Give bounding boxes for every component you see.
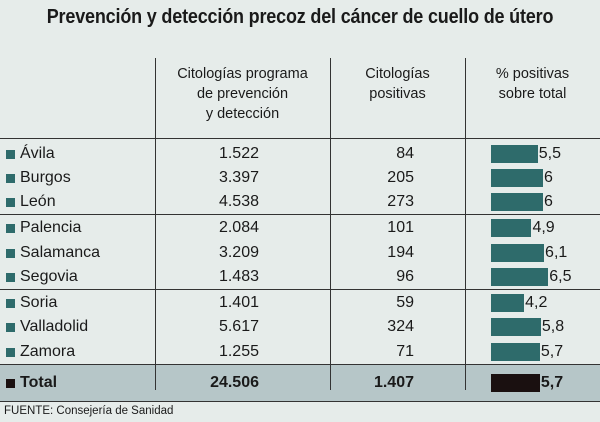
pct-bar <box>491 343 540 361</box>
footer-divider <box>0 401 600 402</box>
citologias-value: 3.209 <box>218 244 259 261</box>
table-row: Ávila 1.522 84 5,5 <box>0 142 600 166</box>
pct-label: 4,9 <box>532 219 555 236</box>
source-note: FUENTE: Consejería de Sanidad <box>4 405 174 417</box>
pct-label: 5,7 <box>540 343 564 360</box>
header-line: positivas <box>369 86 426 102</box>
table-row: Segovia 1.483 96 6,5 <box>0 265 600 289</box>
column-divider <box>330 58 331 390</box>
pct-label: 6 <box>544 169 553 186</box>
pct-bar <box>491 318 541 336</box>
pct-label: 4,2 <box>525 294 548 311</box>
header-line: Citologías programa <box>177 66 308 82</box>
bullet-square-icon <box>6 249 15 258</box>
citologias-value: 24.506 <box>210 374 259 391</box>
province-name: Salamanca <box>20 244 101 261</box>
positivas-value: 205 <box>387 169 414 186</box>
table-row: León 4.538 273 6 <box>0 190 600 214</box>
column-divider <box>155 58 156 390</box>
positivas-value: 1.407 <box>373 374 414 391</box>
citologias-value: 1.401 <box>218 294 259 311</box>
citologias-value: 1.522 <box>218 145 259 162</box>
citologias-value: 5.617 <box>218 318 259 335</box>
bullet-square-icon <box>6 348 15 357</box>
bullet-square-icon <box>6 379 15 388</box>
header-pct-positivas: % positivas sobre total <box>465 64 600 104</box>
table-row: Palencia 2.084 101 4,9 <box>0 216 600 240</box>
pct-bar <box>491 145 538 163</box>
province-name: Burgos <box>20 169 71 186</box>
table-row: Zamora 1.255 71 5,7 <box>0 340 600 364</box>
pct-label: 6,1 <box>545 244 568 261</box>
pct-label: 6,5 <box>549 268 572 285</box>
province-name: León <box>20 193 56 210</box>
header-citologias-programa: Citologías programa de prevención y dete… <box>155 64 330 124</box>
positivas-value: 84 <box>396 145 414 162</box>
citologias-value: 3.397 <box>218 169 259 186</box>
pct-bar <box>491 268 549 286</box>
province-name: Palencia <box>20 219 82 236</box>
group-divider <box>0 214 600 215</box>
citologias-value: 1.255 <box>218 343 259 360</box>
pct-bar <box>491 193 543 211</box>
header-divider <box>0 138 600 139</box>
citologias-value: 2.084 <box>218 219 259 236</box>
positivas-value: 101 <box>387 219 414 236</box>
pct-label: 5,5 <box>538 145 561 162</box>
positivas-value: 59 <box>396 294 414 311</box>
header-line: de prevención <box>196 86 289 102</box>
pct-bar <box>491 244 545 262</box>
citologias-value: 1.483 <box>218 268 259 285</box>
bullet-square-icon <box>6 273 15 282</box>
province-name: Zamora <box>20 343 76 360</box>
bullet-square-icon <box>6 299 15 308</box>
bullet-square-icon <box>6 198 15 207</box>
positivas-value: 96 <box>396 268 414 285</box>
table-row: Valladolid 5.617 324 5,8 <box>0 315 600 339</box>
province-name: Valladolid <box>20 318 89 335</box>
bullet-square-icon <box>6 150 15 159</box>
group-divider <box>0 289 600 290</box>
header-line: sobre total <box>498 86 567 102</box>
header-citologias-positivas: Citologías positivas <box>330 64 465 104</box>
table-row: Salamanca 3.209 194 6,1 <box>0 241 600 265</box>
citologias-value: 4.538 <box>218 193 259 210</box>
bullet-square-icon <box>6 323 15 332</box>
pct-bar <box>491 374 540 392</box>
province-name: Segovia <box>20 268 78 285</box>
column-divider <box>465 58 466 390</box>
pct-label: 5,7 <box>540 374 564 391</box>
pct-label: 6 <box>544 193 553 210</box>
province-name: Ávila <box>20 145 55 162</box>
pct-bar <box>491 294 525 312</box>
chart-title: Prevención y detección precoz del cáncer… <box>46 6 554 28</box>
positivas-value: 71 <box>396 343 414 360</box>
table-row: Burgos 3.397 205 6 <box>0 166 600 190</box>
positivas-value: 194 <box>387 244 414 261</box>
province-name: Soria <box>20 294 58 311</box>
header-line: Citologías <box>365 66 430 82</box>
header-line: y detección <box>205 106 280 122</box>
table-row: Soria 1.401 59 4,2 <box>0 291 600 315</box>
bullet-square-icon <box>6 224 15 233</box>
positivas-value: 273 <box>387 193 414 210</box>
province-name: Total <box>20 374 58 391</box>
total-divider <box>0 364 600 365</box>
bullet-square-icon <box>6 174 15 183</box>
pct-bar <box>491 169 543 187</box>
total-row: Total 24.506 1.407 5,7 <box>0 365 600 401</box>
pct-label: 5,8 <box>541 318 565 335</box>
pct-bar <box>491 219 532 237</box>
header-line: % positivas <box>495 66 570 82</box>
positivas-value: 324 <box>387 318 414 335</box>
